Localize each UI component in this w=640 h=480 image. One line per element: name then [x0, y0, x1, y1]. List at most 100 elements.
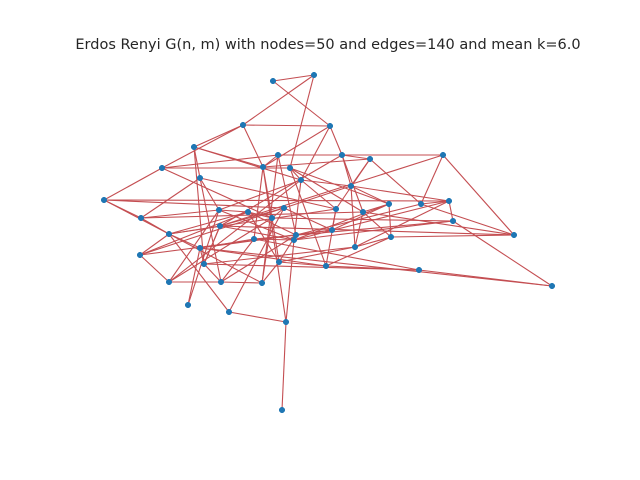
graph-node — [310, 71, 318, 79]
graph-edge — [331, 203, 390, 231]
graph-edge — [140, 211, 364, 219]
graph-node — [190, 143, 198, 151]
graph-edge — [300, 179, 337, 210]
graph-edge — [420, 154, 444, 205]
graph-node — [385, 200, 393, 208]
graph-edge — [350, 185, 450, 202]
graph-edge — [193, 146, 302, 181]
graph-edge — [295, 203, 422, 236]
graph-edge — [289, 167, 364, 213]
graph-node — [217, 278, 225, 286]
graph-edge — [261, 217, 273, 284]
graph-node — [215, 206, 223, 214]
graph-node — [275, 258, 283, 266]
graph-edge — [247, 211, 280, 263]
graph-node — [387, 233, 395, 241]
graph-edge — [218, 209, 249, 213]
graph-node — [165, 278, 173, 286]
graph-edge — [325, 236, 392, 267]
graph-edge — [285, 239, 295, 323]
graph-node — [328, 226, 336, 234]
graph-edge — [168, 233, 263, 284]
graph-edge — [203, 263, 222, 283]
graph-node — [282, 318, 290, 326]
graph-node — [196, 244, 204, 252]
graph-edge — [193, 124, 244, 148]
graph-node — [244, 208, 252, 216]
graph-edge — [193, 146, 201, 179]
graph-edge — [354, 236, 392, 248]
graph-edge — [242, 124, 264, 168]
graph-edge — [219, 225, 515, 236]
graph-edge — [283, 185, 352, 209]
graph-edge — [168, 233, 230, 313]
graph-node — [274, 151, 282, 159]
graph-edge — [139, 233, 170, 256]
graph-edge — [161, 167, 273, 219]
graph-edge — [354, 200, 450, 248]
graph-node — [158, 164, 166, 172]
graph-edge — [139, 254, 170, 283]
graph-edge — [161, 154, 279, 169]
graph-edge — [452, 220, 553, 287]
graph-edge — [300, 179, 352, 187]
graph-edge — [281, 321, 287, 411]
graph-edge — [203, 246, 356, 265]
graph-node — [351, 243, 359, 251]
graph-edge — [103, 167, 163, 201]
graph-edge — [193, 146, 205, 265]
graph-edge — [140, 217, 170, 235]
graph-edge — [219, 225, 295, 241]
graph-edge — [289, 167, 390, 205]
graph-node — [417, 200, 425, 208]
graph-edge — [199, 177, 337, 210]
graph-node — [258, 279, 266, 287]
graph-node — [338, 151, 346, 159]
graph-node — [445, 197, 453, 205]
graph-node — [239, 121, 247, 129]
graph-edge — [203, 225, 221, 265]
graph-node — [439, 151, 447, 159]
graph-edge — [271, 217, 454, 222]
edge-layer — [103, 74, 553, 411]
graph-edge — [168, 217, 273, 283]
graph-node — [216, 222, 224, 230]
graph-edge — [187, 247, 201, 306]
graph-node — [322, 262, 330, 270]
graph-edge — [103, 199, 450, 202]
graph-node — [165, 230, 173, 238]
graph-edge — [420, 203, 515, 236]
graph-node — [286, 164, 294, 172]
graph-edge — [293, 179, 302, 241]
graph-edge — [253, 238, 420, 271]
graph-edge — [329, 125, 343, 156]
graph-edge — [203, 263, 420, 271]
graph-node — [269, 77, 277, 85]
graph-edge — [272, 80, 331, 127]
graph-node — [259, 163, 267, 171]
graph-edge — [325, 208, 337, 267]
graph-edge — [242, 124, 331, 127]
graph-edge — [139, 229, 333, 256]
graph-node — [297, 176, 305, 184]
graph-edge — [350, 185, 356, 248]
graph-node — [510, 231, 518, 239]
graph-node — [359, 208, 367, 216]
graph-edge — [272, 74, 315, 82]
graph-node — [225, 308, 233, 316]
graph-edge — [341, 154, 371, 160]
graph-node — [449, 217, 457, 225]
graph-node — [100, 196, 108, 204]
graph-node — [137, 214, 145, 222]
graph-edge — [228, 207, 285, 313]
graph-node — [366, 155, 374, 163]
graph-edge — [140, 209, 220, 219]
graph-node — [326, 122, 334, 130]
graph-edge — [161, 124, 244, 169]
graph-node — [196, 174, 204, 182]
graph-node — [268, 214, 276, 222]
graph-node — [200, 260, 208, 268]
graph-edge — [369, 158, 422, 205]
graph-edge — [300, 125, 331, 181]
graph-edge — [140, 177, 201, 219]
